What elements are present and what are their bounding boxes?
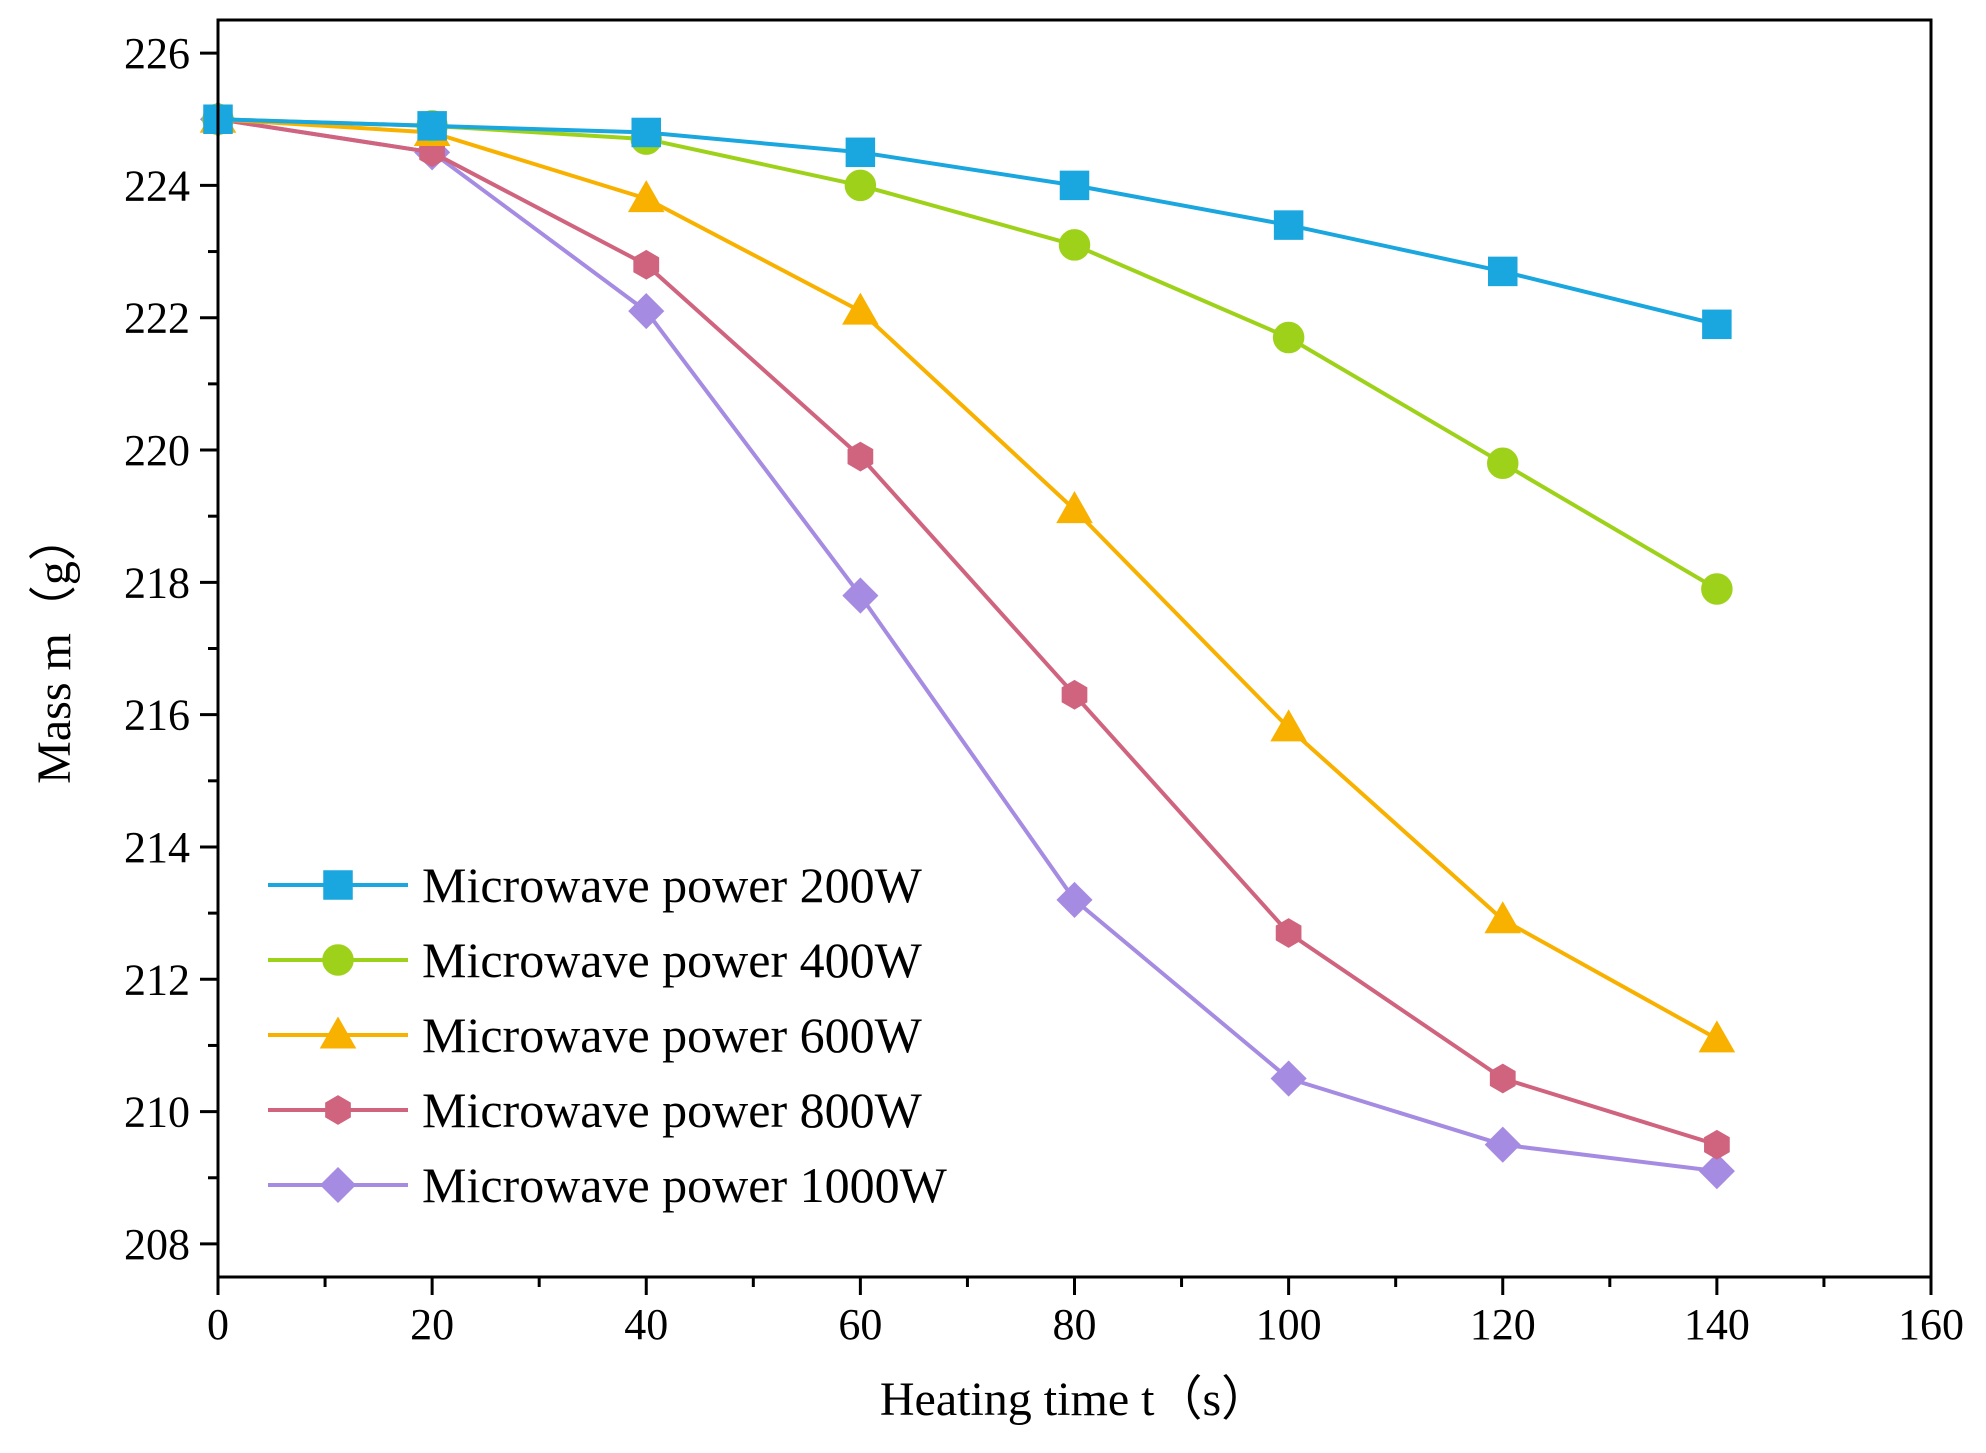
data-point — [842, 292, 879, 325]
series-line — [217, 117, 1718, 591]
data-point — [1484, 901, 1522, 934]
x-tick-label: 80 — [1053, 1300, 1097, 1349]
series-line — [217, 117, 1718, 1147]
legend-item: Microwave power 1000W — [268, 1157, 948, 1213]
legend-marker — [325, 1095, 351, 1125]
y-tick-labels: 208 210 212 214 216 218 220 222 224 226 — [124, 29, 190, 1269]
y-tick-label: 212 — [124, 955, 190, 1004]
legend-marker — [322, 944, 354, 976]
data-point — [1489, 1063, 1516, 1094]
data-point — [845, 137, 876, 168]
x-tick-label: 140 — [1684, 1300, 1750, 1349]
legend-label: Microwave power 800W — [422, 1082, 923, 1138]
data-series — [199, 100, 1736, 1190]
y-tick-label: 222 — [124, 294, 190, 343]
data-point — [631, 117, 661, 148]
data-point — [842, 577, 879, 614]
legend-label: Microwave power 200W — [422, 857, 923, 913]
legend-item: Microwave power 800W — [268, 1082, 923, 1138]
data-point — [1056, 491, 1093, 524]
data-point — [627, 180, 665, 213]
legend-item: Microwave power 600W — [268, 1007, 923, 1063]
series-line — [217, 117, 1718, 1174]
data-point — [1058, 229, 1091, 261]
x-tick-label: 100 — [1256, 1300, 1322, 1349]
data-point — [1272, 321, 1305, 354]
data-point — [1061, 679, 1088, 710]
series-line — [217, 117, 1718, 327]
series-1 — [203, 104, 1732, 340]
legend-marker — [319, 1166, 357, 1204]
data-point — [633, 249, 660, 280]
legend: Microwave power 200W Microwave power 400W… — [268, 857, 948, 1213]
legend-label: Microwave power 1000W — [422, 1157, 948, 1213]
axis-ticks — [200, 51, 1933, 1295]
x-tick-label: 40 — [624, 1300, 668, 1349]
y-tick-label: 214 — [124, 823, 190, 872]
x-tick-label: 120 — [1470, 1300, 1536, 1349]
x-tick-label: 0 — [207, 1300, 229, 1349]
x-tick-labels: 0 20 40 60 80 100 120 140 160 — [207, 1300, 1964, 1349]
data-point — [1488, 256, 1518, 287]
x-axis-title: Heating time t（s） — [880, 1373, 1269, 1426]
data-point — [1701, 573, 1733, 605]
y-tick-label: 210 — [124, 1088, 190, 1137]
data-point — [1275, 918, 1302, 948]
data-point — [1484, 1126, 1521, 1163]
data-point — [1702, 309, 1732, 340]
data-point — [1056, 881, 1093, 918]
y-tick-label: 226 — [124, 29, 190, 78]
data-point — [1487, 447, 1519, 480]
data-point — [1270, 1060, 1307, 1097]
series-line — [217, 117, 1718, 1041]
data-point — [1698, 1153, 1735, 1190]
x-tick-label: 20 — [410, 1300, 454, 1349]
data-point — [1698, 1020, 1736, 1053]
legend-label: Microwave power 600W — [422, 1007, 923, 1063]
y-tick-label: 224 — [124, 161, 190, 210]
data-point — [417, 111, 447, 141]
legend-item: Microwave power 400W — [268, 932, 923, 988]
legend-item: Microwave power 200W — [268, 857, 923, 913]
y-tick-label: 216 — [124, 691, 190, 740]
plot-frame — [216, 18, 1933, 1279]
x-tick-label: 160 — [1898, 1300, 1964, 1349]
y-tick-label: 220 — [124, 426, 190, 475]
data-point — [1270, 709, 1307, 742]
legend-marker — [323, 870, 353, 900]
y-tick-label: 218 — [124, 558, 190, 607]
data-point — [628, 293, 665, 330]
series-2 — [202, 103, 1733, 605]
x-tick-label: 60 — [838, 1300, 882, 1349]
legend-label: Microwave power 400W — [422, 932, 923, 988]
data-point — [1273, 210, 1304, 240]
y-axis-title: Mass m（g） — [28, 513, 81, 784]
y-tick-label: 208 — [124, 1220, 190, 1269]
data-point — [847, 441, 874, 472]
data-point — [1059, 170, 1090, 201]
data-point — [1704, 1129, 1730, 1160]
legend-marker — [319, 1016, 357, 1049]
data-point — [844, 169, 877, 202]
